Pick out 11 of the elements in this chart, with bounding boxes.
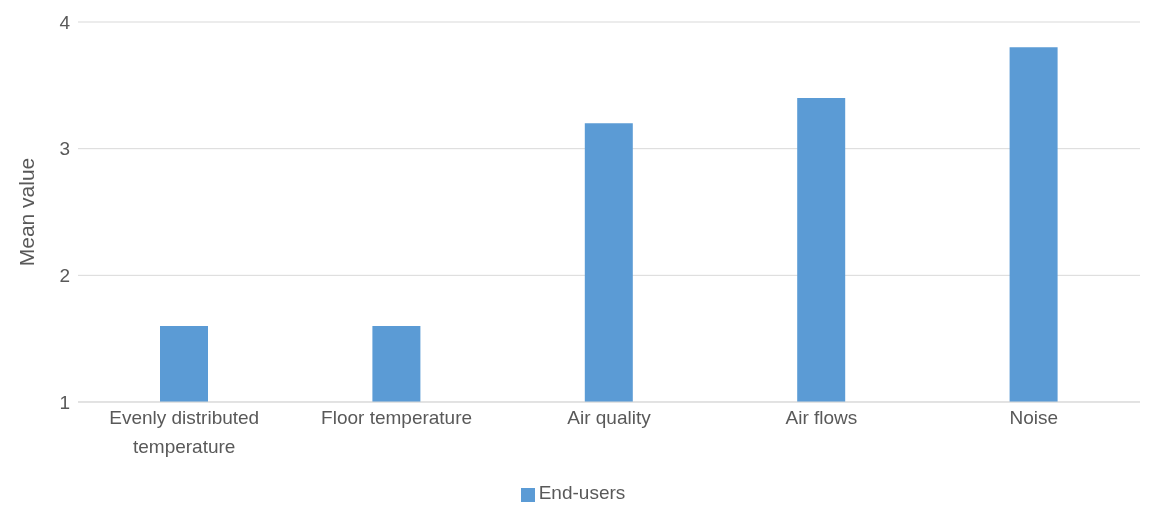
x-tick-label: Noise [1009, 407, 1059, 428]
x-tick-label: Evenly distributed temperature [109, 407, 260, 457]
y-tick-label: 2 [59, 265, 70, 287]
y-tick-label: 4 [59, 11, 71, 33]
y-tick-label: 3 [59, 138, 70, 160]
x-tick-label: Air quality [567, 407, 652, 428]
legend-label: End-users [538, 482, 626, 503]
y-tick-label: 1 [59, 391, 70, 413]
y-axis-title: Mean value [15, 157, 39, 267]
x-tick-label: Floor temperature [321, 407, 473, 428]
x-tick-label: Air flows [785, 407, 858, 428]
